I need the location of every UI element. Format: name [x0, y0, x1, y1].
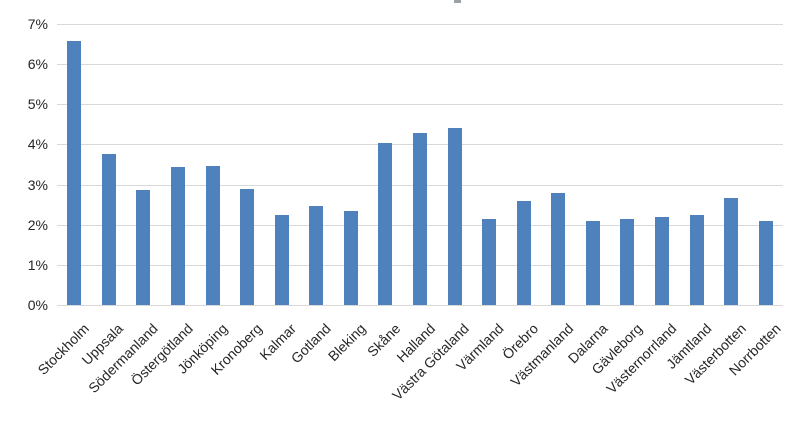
bar-Dalarna: [585, 221, 600, 305]
y-axis-tick-label: 1%: [27, 256, 48, 273]
bar-Bleking: [343, 210, 358, 305]
y-axis-tick-label: 5%: [27, 96, 48, 113]
bar-Västmanland: [551, 192, 566, 305]
bar-Halland: [413, 132, 427, 305]
y-axis-tick-label: 3%: [27, 176, 48, 193]
bar-Jämtland: [689, 214, 704, 305]
cropped-title-artifact: [454, 0, 461, 3]
bar-Skåne: [378, 143, 393, 305]
bar-Värmland: [482, 219, 497, 305]
x-axis-tick-label: Stockholm: [34, 320, 92, 378]
bar-Örebro: [516, 201, 531, 305]
bar-Södermanland: [136, 189, 151, 305]
bar-Kalmar: [274, 215, 289, 305]
gridline: [57, 24, 783, 25]
bar-Västra Götaland: [447, 128, 462, 305]
x-axis-tick-label: Bleking: [324, 320, 369, 365]
bar-Kronoberg: [240, 188, 255, 305]
gridline: [57, 104, 783, 106]
y-axis-tick-label: 7%: [27, 16, 48, 32]
y-axis-tick-label: 6%: [27, 56, 48, 73]
bar-Västernorrland: [655, 217, 669, 305]
bar-Gävleborg: [620, 219, 635, 305]
bar-Gotland: [309, 205, 324, 305]
y-axis-tick-label: 4%: [27, 136, 48, 153]
bar-Jönköping: [205, 165, 220, 305]
gridline: [57, 64, 783, 66]
bar-Uppsala: [101, 154, 116, 305]
y-axis-tick-label: 0%: [27, 297, 48, 313]
y-axis-tick-label: 2%: [27, 216, 48, 233]
gridline: [57, 305, 783, 306]
bar-Stockholm: [67, 40, 82, 305]
bar-Östergötland: [171, 166, 185, 305]
bar-Norrbotten: [758, 221, 773, 305]
bar-Västerbotten: [724, 198, 739, 305]
